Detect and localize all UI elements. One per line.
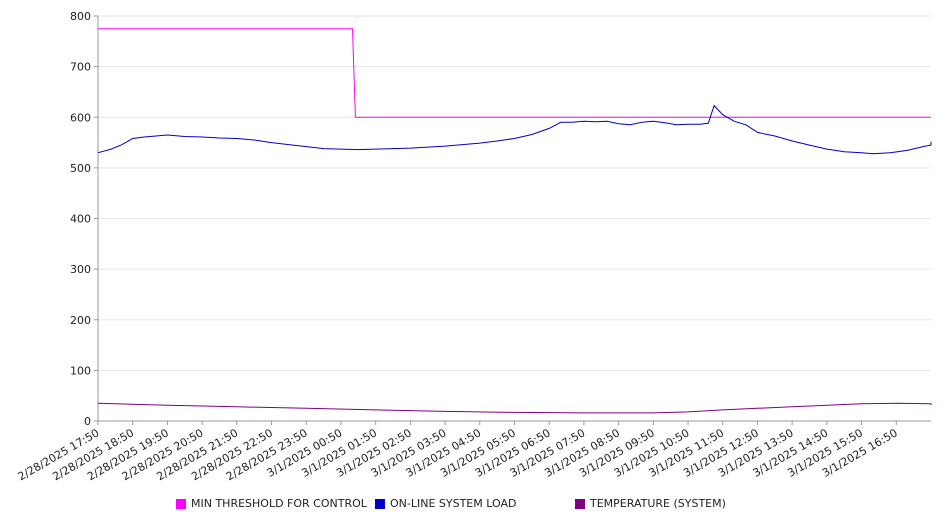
series-line-2 xyxy=(97,104,932,155)
y-tick-label: 300 xyxy=(70,263,91,276)
y-tick-label: 0 xyxy=(84,415,91,428)
y-tick-label: 200 xyxy=(70,314,91,327)
legend-swatch xyxy=(575,498,585,509)
legend-label: ON-LINE SYSTEM LOAD xyxy=(390,497,517,510)
series-lines xyxy=(97,28,932,414)
legend-swatch xyxy=(375,498,385,509)
legend-item: MIN THRESHOLD FOR CONTROL xyxy=(176,497,367,510)
legend: MIN THRESHOLD FOR CONTROL ON-LINE SYSTEM … xyxy=(0,497,946,515)
y-tick-label: 500 xyxy=(70,162,91,175)
x-axis-ticks: 2/28/2025 17:502/28/2025 18:502/28/2025 … xyxy=(16,421,900,483)
series-line-3 xyxy=(97,402,932,414)
legend-item: TEMPERATURE (SYSTEM) xyxy=(575,497,726,510)
y-tick-label: 800 xyxy=(70,10,91,23)
legend-swatch xyxy=(176,498,186,509)
grid-lines xyxy=(98,15,931,371)
legend-item: ON-LINE SYSTEM LOAD xyxy=(375,497,516,510)
y-axis-ticks: 0 100 200 300 400 500 600 700 800 xyxy=(70,10,98,428)
y-tick-label: 100 xyxy=(70,364,91,377)
legend-label: TEMPERATURE (SYSTEM) xyxy=(590,497,726,510)
legend-label: MIN THRESHOLD FOR CONTROL xyxy=(191,497,367,510)
series-line-1 xyxy=(98,28,931,118)
y-tick-label: 600 xyxy=(70,111,91,124)
y-tick-label: 400 xyxy=(70,213,91,226)
y-tick-label: 700 xyxy=(70,61,91,74)
